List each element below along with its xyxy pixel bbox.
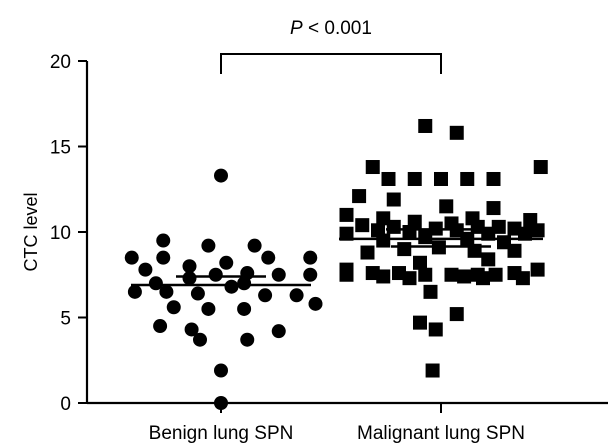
benign-data-point	[138, 262, 153, 277]
malignant-data-point	[488, 267, 503, 282]
benign-data-point	[214, 168, 228, 183]
mean-lines	[131, 228, 543, 287]
malignant-data-point	[423, 284, 438, 299]
malignant-data-point	[530, 262, 545, 277]
benign-data-point	[124, 250, 139, 265]
malignant-data-point	[413, 255, 427, 270]
benign-data-point	[153, 319, 168, 334]
benign-data-point	[201, 238, 216, 253]
significance-bracket	[220, 53, 442, 74]
malignant-data-point	[434, 171, 448, 186]
malignant-data-point	[418, 230, 433, 245]
malignant-data-point	[481, 252, 496, 267]
benign-data-point	[182, 271, 197, 286]
malignant-data-point	[457, 269, 472, 284]
malignant-data-point	[407, 171, 422, 186]
malignant-data-point	[352, 189, 367, 204]
benign-data-point	[247, 238, 262, 253]
malignant-data-point	[515, 271, 530, 286]
benign-data-point	[184, 322, 199, 337]
malignant-data-point	[428, 322, 443, 337]
benign-data-point	[271, 324, 286, 339]
axes: 0 5 10 15 20 Benign lung SPN Malignant lung SP…	[50, 52, 608, 444]
malignant-data-point	[486, 201, 501, 216]
benign-data-point	[127, 284, 142, 299]
benign-data-point	[308, 296, 323, 311]
malignant-data-point	[444, 267, 459, 282]
benign-data-point	[182, 259, 197, 274]
malignant-data-point	[449, 307, 464, 322]
malignant-data-point	[339, 207, 354, 222]
malignant-data-point	[418, 118, 433, 133]
malignant-data-point	[402, 225, 417, 239]
y-tick-label: 10	[50, 223, 71, 244]
malignant-data-point	[402, 271, 417, 286]
y-tick-label: 15	[50, 138, 71, 159]
malignant-data-point	[507, 243, 522, 258]
malignant-data-point	[381, 171, 396, 186]
benign-data-point	[148, 276, 163, 291]
malignant-data-point	[339, 267, 354, 282]
benign-data-point	[237, 301, 252, 316]
benign-data-point	[289, 288, 304, 303]
p-symbol: P	[290, 18, 303, 39]
p-value-label: P < 0.001	[290, 18, 372, 39]
benign-data-point	[193, 332, 207, 347]
malignant-data-point	[530, 223, 545, 238]
malignant-data-point	[413, 315, 427, 330]
benign-data-point	[258, 288, 273, 303]
y-tick-label: 0	[60, 394, 71, 415]
benign-data-point	[271, 267, 286, 282]
benign-data-point	[208, 267, 223, 282]
y-tick-label: 5	[60, 309, 71, 330]
significance-annotation: P < 0.001	[220, 18, 442, 74]
malignant-data-point	[418, 267, 433, 282]
malignant-data-point	[376, 269, 391, 284]
y-axis-label: CTC level	[21, 192, 41, 271]
malignant-data-point	[449, 125, 464, 140]
malignant-data-point	[355, 218, 370, 233]
malignant-data-point	[376, 233, 391, 248]
benign-data-point	[214, 396, 228, 410]
malignant-data-point	[533, 160, 548, 175]
benign-data-point	[214, 363, 228, 378]
malignant-data-point	[486, 171, 501, 186]
benign-data-point	[190, 286, 205, 301]
malignant-data-point	[439, 199, 454, 214]
benign-data-point	[166, 300, 181, 315]
malignant-data-point	[360, 245, 375, 260]
malignant-data-point	[476, 271, 490, 286]
benign-data-point	[156, 233, 171, 248]
benign-data-point	[303, 250, 318, 265]
malignant-data-point	[518, 226, 532, 241]
benign-data-point	[159, 284, 174, 299]
malignant-data-point	[339, 226, 354, 241]
malignant-data-point	[397, 242, 412, 257]
benign-data-point	[219, 255, 234, 270]
x-category-label: Malignant lung SPN	[357, 423, 525, 444]
data-points	[124, 118, 548, 410]
malignant-data-point	[460, 171, 475, 186]
malignant-data-point	[386, 219, 401, 234]
benign-data-point	[224, 279, 239, 294]
p-value-text: < 0.001	[303, 18, 372, 39]
benign-data-point	[156, 250, 171, 265]
benign-data-point	[237, 276, 252, 291]
benign-data-point	[303, 267, 318, 282]
benign-data-point	[261, 250, 276, 265]
x-category-label: Benign lung SPN	[149, 423, 294, 444]
malignant-data-point	[425, 363, 440, 378]
malignant-data-point	[386, 192, 401, 207]
benign-data-point	[201, 301, 216, 316]
malignant-data-point	[365, 160, 380, 175]
y-tick-label: 20	[50, 52, 71, 73]
benign-data-point	[240, 332, 255, 347]
